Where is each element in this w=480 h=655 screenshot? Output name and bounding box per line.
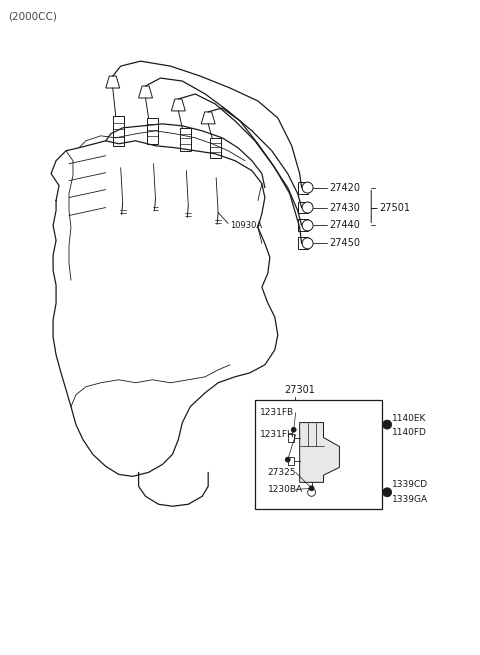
Circle shape bbox=[302, 220, 313, 231]
Bar bbox=[255, 400, 382, 509]
Polygon shape bbox=[300, 422, 339, 482]
Bar bbox=[298, 181, 308, 194]
Polygon shape bbox=[106, 76, 120, 88]
Polygon shape bbox=[201, 112, 215, 124]
Text: 1231FB: 1231FB bbox=[260, 408, 294, 417]
Text: 1339GA: 1339GA bbox=[392, 495, 428, 504]
Text: 1140EK: 1140EK bbox=[392, 414, 427, 423]
Circle shape bbox=[383, 488, 392, 496]
Text: 27301: 27301 bbox=[285, 384, 316, 395]
Circle shape bbox=[302, 202, 313, 213]
Bar bbox=[298, 202, 308, 214]
Text: 27501: 27501 bbox=[379, 202, 410, 212]
Circle shape bbox=[309, 486, 314, 491]
Circle shape bbox=[291, 427, 296, 432]
Text: 1230BA: 1230BA bbox=[268, 485, 303, 494]
Circle shape bbox=[285, 457, 290, 462]
Text: 27440: 27440 bbox=[329, 221, 360, 231]
Polygon shape bbox=[113, 116, 124, 146]
Bar bbox=[298, 237, 308, 250]
Text: 27430: 27430 bbox=[329, 202, 360, 212]
Text: 27325: 27325 bbox=[268, 468, 296, 477]
Circle shape bbox=[302, 182, 313, 193]
Bar bbox=[288, 434, 294, 441]
Text: 10930A: 10930A bbox=[230, 221, 262, 230]
Polygon shape bbox=[147, 118, 158, 144]
Text: 1140FD: 1140FD bbox=[392, 428, 427, 437]
Bar bbox=[288, 457, 294, 466]
Circle shape bbox=[308, 489, 315, 496]
Text: 1339CD: 1339CD bbox=[392, 480, 428, 489]
Text: (2000CC): (2000CC) bbox=[8, 11, 57, 22]
Circle shape bbox=[302, 238, 313, 249]
Polygon shape bbox=[210, 138, 221, 158]
Polygon shape bbox=[171, 99, 185, 111]
Text: 27450: 27450 bbox=[329, 238, 360, 248]
Polygon shape bbox=[180, 128, 191, 151]
Circle shape bbox=[383, 420, 392, 429]
Bar bbox=[298, 219, 308, 231]
Text: 1231FH: 1231FH bbox=[260, 430, 295, 439]
Polygon shape bbox=[139, 86, 153, 98]
Text: 27420: 27420 bbox=[329, 183, 360, 193]
